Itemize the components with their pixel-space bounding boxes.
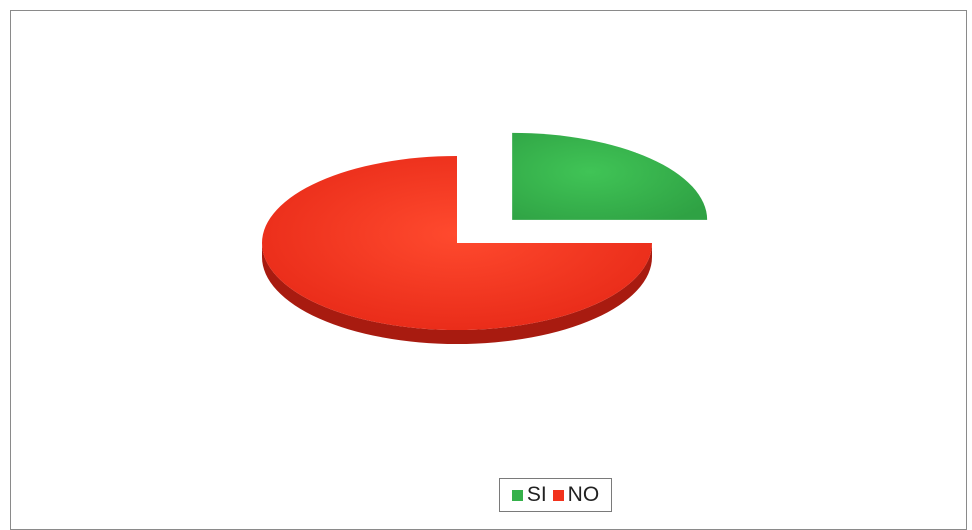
legend-entry-si: SI (511, 483, 547, 507)
legend: SI NO (499, 478, 612, 512)
pie-tops (262, 132, 708, 330)
pie-slice-no (262, 156, 652, 330)
pie-sides (262, 243, 652, 344)
pie-chart (262, 132, 708, 344)
legend-swatch-si (511, 489, 523, 501)
legend-label-si: SI (526, 483, 547, 506)
legend-label-no: NO (567, 483, 600, 506)
legend-swatch-no (552, 489, 564, 501)
pie-side-no (262, 243, 652, 344)
legend-entry-no: NO (552, 483, 600, 507)
pie-slice-si (512, 132, 708, 220)
